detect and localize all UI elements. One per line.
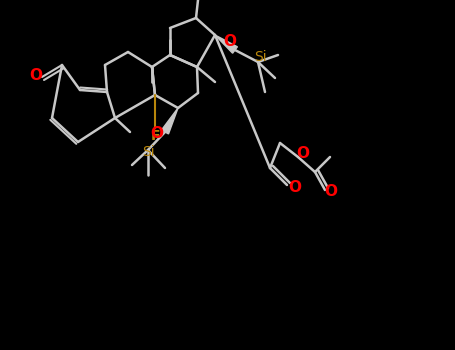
Text: Si: Si xyxy=(254,50,266,64)
Polygon shape xyxy=(162,108,178,134)
Text: O: O xyxy=(297,147,309,161)
Text: O: O xyxy=(30,68,42,83)
Polygon shape xyxy=(215,35,238,53)
Text: O: O xyxy=(151,126,163,141)
Text: O: O xyxy=(223,35,237,49)
Text: F: F xyxy=(150,129,160,143)
Text: O: O xyxy=(324,184,338,200)
Text: Si: Si xyxy=(142,145,154,159)
Text: O: O xyxy=(288,180,302,195)
